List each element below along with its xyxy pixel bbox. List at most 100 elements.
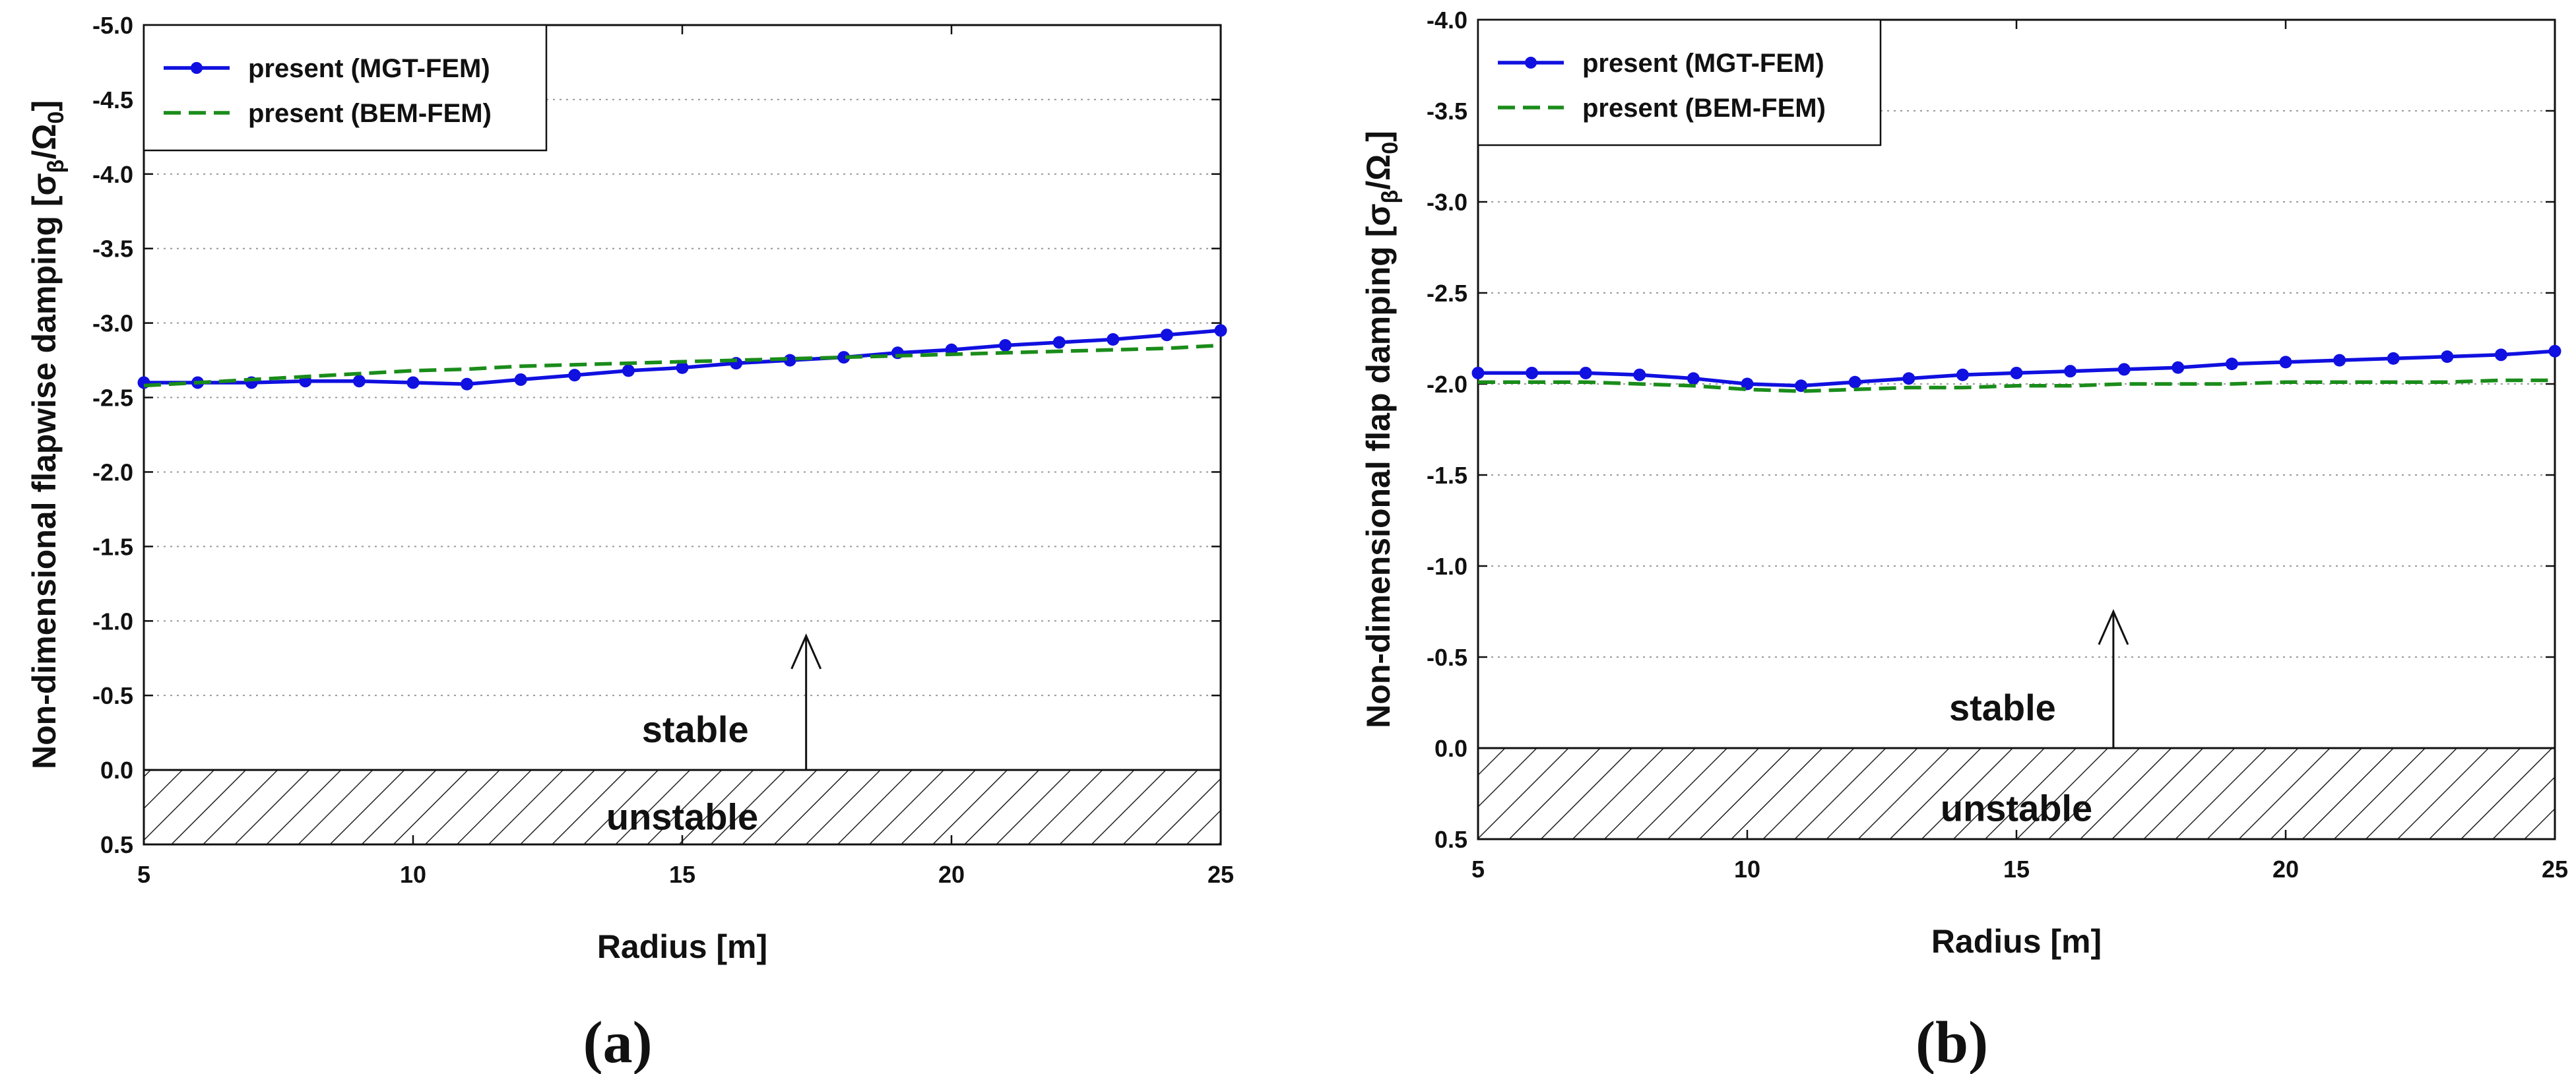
legend-box [143,24,548,152]
data-point-mgt-fem [2225,358,2238,371]
data-point-mgt-fem [2441,350,2454,363]
unstable-label: unstable [606,796,758,837]
data-point-mgt-fem [1741,377,1754,391]
y-ticks: 0.5 0.0 -0.5 -1.0 -1.5 -2.0 -2.5 -3.0 -3.5 -4.0 -4… [92,12,1221,858]
chart-panel-b: 0.5 0.0 -0.5 -1.0 -1.5 -2.0 -2.5 -3.0 -3.5 -4.0 5… [1360,7,2568,1074]
y-tick-label: -4.0 [92,161,133,188]
data-point-mgt-fem [352,375,366,388]
data-point-mgt-fem [1633,368,1646,381]
x-axis-label: Radius [m] [1931,923,2102,960]
data-point-mgt-fem [1579,366,1592,379]
stable-arrow [790,633,822,771]
legend: present (MGT-FEM) present (BEM-FEM) [1477,18,1882,146]
data-point-mgt-fem [461,377,474,391]
series-lines [137,324,1227,391]
legend-mgt-label: present (MGT-FEM) [1582,49,1824,78]
x-tick-label: 10 [400,861,426,888]
y-tick-label: -4.5 [92,86,133,113]
arrow-head [2098,609,2129,645]
unstable-label: unstable [1941,787,2092,829]
x-ticks: 5 10 15 20 25 [137,25,1234,888]
panel-label-b: (b) [1916,1010,1988,1074]
stable-label: stable [1949,687,2056,728]
y-tick-label: -3.0 [92,310,133,337]
data-point-mgt-fem [2387,352,2400,365]
y-tick-label: -1.5 [92,533,133,560]
arrow-head [790,633,822,670]
unstable-region [144,770,1221,844]
data-point-mgt-fem [2064,365,2077,378]
x-tick-label: 20 [938,861,965,888]
x-axis-label: Radius [m] [597,928,767,965]
series-line-bem-fem [143,343,1221,388]
y-tick-label: -3.0 [1427,189,1467,216]
panel-label-a: (a) [583,1010,653,1074]
stable-arrow [2098,609,2129,748]
y-tick-label: 0.5 [100,831,133,858]
x-tick-label: 25 [2542,856,2568,883]
x-ticks: 5 10 15 20 25 [1471,20,2568,883]
x-tick-label: 20 [2272,856,2299,883]
y-tick-label: -2.5 [1427,280,1467,307]
y-axis-label: Non-dimensional flap damping [σβ/Ω0] [1360,131,1403,728]
y-tick-label: -1.5 [1427,462,1467,489]
data-point-mgt-fem [837,351,851,364]
y-tick-label: 0.0 [100,757,133,784]
data-point-mgt-fem [1687,372,1700,385]
x-tick-label: 25 [1208,861,1234,888]
data-point-mgt-fem [1902,372,1916,385]
data-point-mgt-fem [1052,336,1066,349]
data-point-mgt-fem [568,369,581,382]
legend: present (MGT-FEM) present (BEM-FEM) [143,24,548,152]
y-tick-label: -5.0 [92,12,133,39]
legend-bem-label: present (BEM-FEM) [1582,94,1826,123]
data-point-mgt-fem [1160,329,1173,342]
data-point-mgt-fem [2494,348,2507,362]
y-ticks: 0.5 0.0 -0.5 -1.0 -1.5 -2.0 -2.5 -3.0 -3.5 -4.0 [1427,7,2555,853]
legend-mgt-label: present (MGT-FEM) [248,54,490,83]
data-point-mgt-fem [676,361,689,374]
y-tick-label: -3.5 [92,236,133,263]
grid-lines [144,98,1221,771]
y-tick-label: -4.0 [1427,7,1467,34]
x-tick-label: 15 [2003,856,2030,883]
data-point-mgt-fem [514,373,527,386]
y-tick-label: -2.5 [92,385,133,412]
y-tick-label: 0.0 [1434,735,1467,762]
grid-lines [1478,110,2555,749]
data-point-mgt-fem [406,376,420,389]
data-point-mgt-fem [2279,356,2292,369]
data-point-mgt-fem [1526,366,1539,379]
data-point-mgt-fem [1956,368,1969,381]
data-point-mgt-fem [1471,366,1485,379]
data-point-mgt-fem [2172,361,2185,374]
unstable-region [1478,748,2555,839]
x-tick-label: 15 [669,861,695,888]
data-point-mgt-fem [2333,354,2346,367]
data-point-mgt-fem [2010,366,2023,379]
data-point-mgt-fem [2117,363,2131,376]
stable-label: stable [642,709,749,750]
series-line-bem-fem [1478,378,2555,393]
y-axis-label: Non-dimensional flapwise damping [σβ/Ω0] [26,100,69,769]
data-point-mgt-fem [622,364,635,377]
y-tick-label: -0.5 [1427,644,1467,671]
data-point-mgt-fem [1214,324,1227,337]
data-point-mgt-fem [1848,375,1861,389]
y-tick-label: -2.0 [92,458,133,486]
data-point-mgt-fem [1107,332,1120,346]
legend-bem-label: present (BEM-FEM) [248,99,492,128]
chart-panel-a: 0.5 0.0 -0.5 -1.0 -1.5 -2.0 -2.5 -3.0 -3.5 -4.0 -4… [26,12,1234,1074]
data-point-mgt-fem [1795,379,1808,393]
y-tick-label: -2.0 [1427,371,1467,398]
y-tick-label: -1.0 [1427,553,1467,580]
y-tick-label: -0.5 [92,682,133,709]
y-tick-label: -1.0 [92,608,133,635]
data-point-mgt-fem [2548,344,2561,358]
series-lines [1471,344,2561,393]
y-tick-label: 0.5 [1434,826,1467,853]
legend-box [1477,18,1882,146]
x-tick-label: 5 [137,861,150,888]
x-tick-label: 5 [1471,856,1485,883]
